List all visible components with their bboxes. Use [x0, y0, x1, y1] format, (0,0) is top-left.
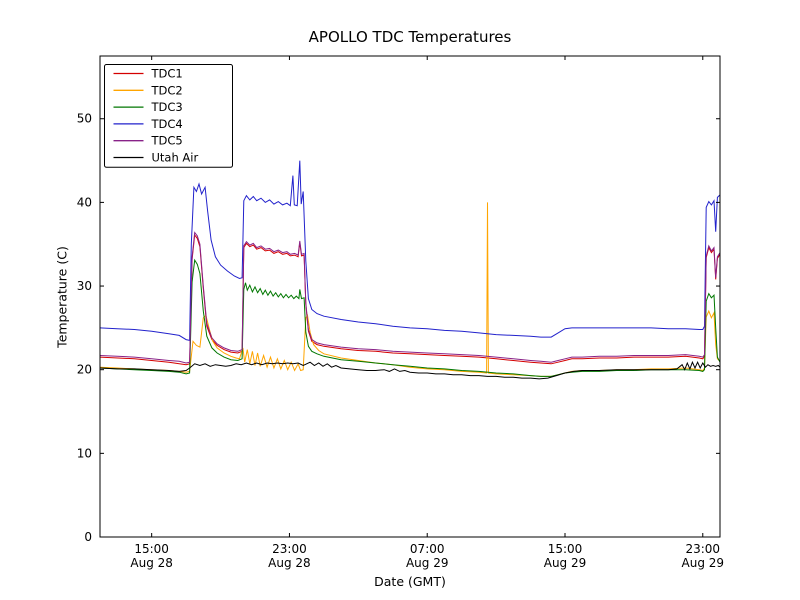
x-tick-label-date: Aug 28 — [268, 556, 311, 570]
y-tick-label: 30 — [77, 279, 92, 293]
chart-title: APOLLO TDC Temperatures — [308, 28, 512, 46]
series-line-tdc4 — [99, 160, 721, 342]
y-tick-label: 40 — [77, 195, 92, 209]
legend-label-tdc5: TDC5 — [151, 134, 183, 148]
series-line-tdc5 — [99, 231, 721, 364]
y-tick-label: 50 — [77, 112, 92, 126]
series-line-utah-air — [99, 360, 721, 380]
series-line-tdc1 — [99, 233, 721, 366]
legend-label-utah-air: Utah Air — [152, 151, 199, 165]
legend-label-tdc3: TDC3 — [151, 100, 183, 114]
plot-border — [99, 55, 721, 538]
series-line-tdc3 — [99, 258, 721, 377]
x-tick-label-time: 23:00 — [272, 542, 307, 556]
x-tick-label-time: 23:00 — [685, 542, 720, 556]
y-tick-label: 20 — [77, 363, 92, 377]
x-tick-label-date: Aug 29 — [406, 556, 449, 570]
legend-label-tdc1: TDC1 — [151, 67, 183, 81]
y-tick-label: 10 — [77, 446, 92, 460]
x-tick-label-time: 15:00 — [548, 542, 583, 556]
x-axis-label: Date (GMT) — [374, 574, 446, 589]
legend-label-tdc2: TDC2 — [151, 83, 183, 97]
x-tick-label-date: Aug 29 — [544, 556, 587, 570]
x-tick-label-date: Aug 28 — [130, 556, 173, 570]
x-tick-label-time: 15:00 — [134, 542, 169, 556]
y-tick-label: 0 — [84, 530, 92, 544]
x-tick-label-time: 07:00 — [410, 542, 445, 556]
x-tick-label-date: Aug 29 — [682, 556, 725, 570]
legend-label-tdc4: TDC4 — [151, 117, 183, 131]
series-line-tdc2 — [99, 202, 721, 377]
